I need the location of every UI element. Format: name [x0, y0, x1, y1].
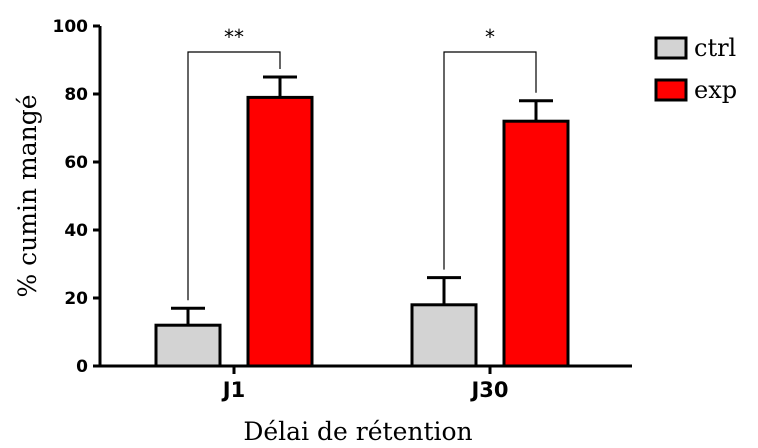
ticks: 0 20 40 60 80 100 J1 J30 [53, 17, 509, 402]
significance-brackets: ** * [187, 25, 537, 301]
y-tick-label-0: 0 [76, 357, 88, 377]
bar-exp-J1 [246, 95, 314, 368]
x-axis-title: Délai de rétention [243, 417, 472, 446]
significance-bracket-J30 [443, 51, 537, 270]
axes [98, 26, 632, 368]
y-axis-title: % cumin mangé [13, 94, 42, 297]
y-tick-label-80: 80 [64, 85, 88, 105]
y-tick-label-20: 20 [64, 289, 88, 309]
x-tick-label-J1: J1 [221, 378, 245, 402]
significance-label-J30: * [485, 25, 495, 49]
legend-label-exp: exp [694, 76, 737, 104]
legend-swatch-ctrl [654, 36, 688, 60]
legend-swatch-exp [654, 78, 688, 102]
bar-ctrl-J30 [410, 303, 478, 368]
bar-exp-J30 [502, 119, 570, 368]
y-tick-label-100: 100 [53, 17, 89, 37]
bar-ctrl-J1 [154, 323, 222, 368]
y-tick-label-40: 40 [64, 221, 88, 241]
x-tick-label-J30: J30 [469, 378, 508, 402]
significance-bracket-J1 [187, 51, 281, 301]
legend-label-ctrl: ctrl [694, 34, 736, 62]
y-tick-label-60: 60 [64, 153, 88, 173]
significance-label-J1: ** [224, 25, 244, 49]
legend: ctrl exp [654, 34, 737, 104]
bars [154, 75, 570, 368]
